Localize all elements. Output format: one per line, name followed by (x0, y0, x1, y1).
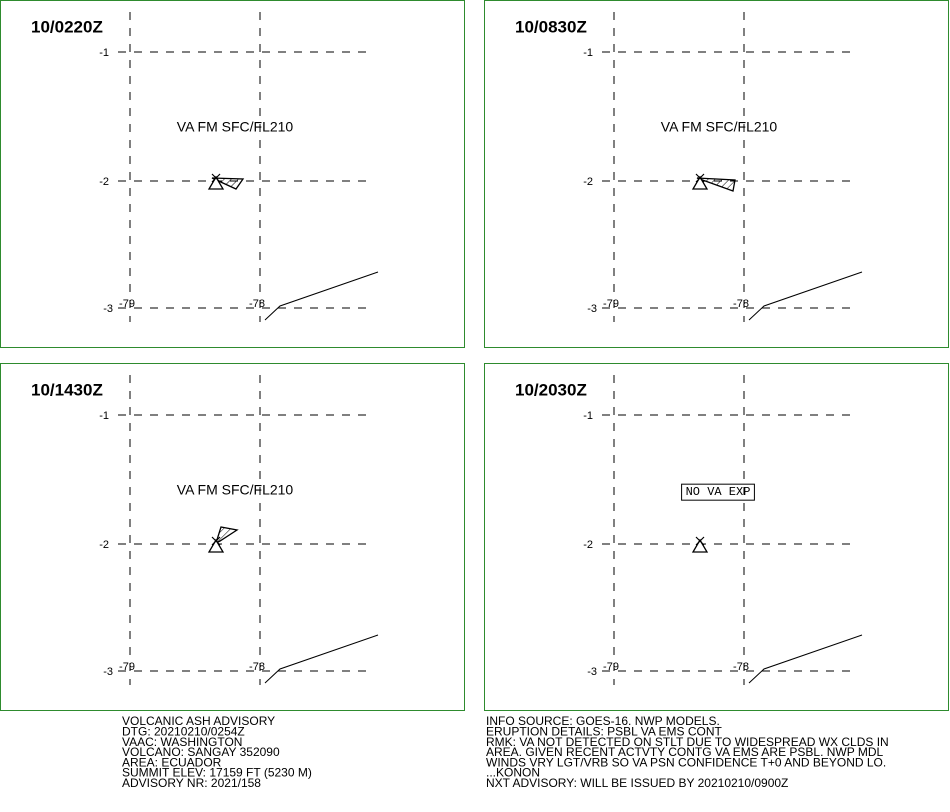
lat-label: -3 (587, 666, 597, 678)
panel-border (484, 363, 949, 711)
lat-label: -1 (99, 410, 109, 422)
advisory-line: RMK: VA NOT DETECTED ON STLT DUE TO WIDE… (486, 735, 889, 749)
panel-border (0, 0, 465, 348)
advisory-line: ...KONON (486, 766, 540, 780)
panel-time: 10/0220Z (31, 17, 103, 36)
advisory-line: AREA. GIVEN RECENT ACTVTY CONTG VA EMS A… (486, 745, 884, 759)
annotation: VA FM SFC/FL210 (177, 482, 294, 498)
advisory-line: VOLCANO: SANGAY 352090 (122, 745, 280, 759)
advisory-line: DTG: 20210210/0254Z (122, 724, 245, 738)
volcano-mark (211, 173, 221, 183)
panel: 10/1430Z -79 -78 -1 -2 -3 VA FM SFC/FL210 (0, 363, 465, 711)
lat-label: -1 (583, 47, 593, 59)
coastline (264, 271, 379, 321)
panel-time: 10/1430Z (31, 380, 103, 399)
lat-label: -2 (99, 539, 109, 551)
advisory-line: NXT ADVISORY: WILL BE ISSUED BY 20210210… (486, 776, 788, 790)
lon-label: -78 (249, 298, 265, 310)
lon-label: -78 (249, 661, 265, 673)
ash-area (211, 177, 245, 190)
lat-label: -3 (103, 666, 113, 678)
annotation: VA FM SFC/FL210 (661, 119, 778, 135)
lat-label: -3 (103, 303, 113, 315)
lon-label: -79 (119, 298, 135, 310)
volcano-mark (695, 536, 705, 546)
lon-label: -79 (603, 661, 619, 673)
lon-label: -79 (603, 298, 619, 310)
ash-area (214, 526, 239, 545)
advisory-line: VAAC: WASHINGTON (122, 735, 242, 749)
coastline (748, 271, 863, 321)
advisory-line: VOLCANIC ASH ADVISORY (122, 714, 275, 728)
panel-border (0, 363, 465, 711)
lat-label: -3 (587, 303, 597, 315)
lat-label: -1 (583, 410, 593, 422)
panel-time: 10/2030Z (515, 380, 587, 399)
lon-label: -78 (733, 298, 749, 310)
coastline (264, 634, 379, 684)
lat-label: -2 (583, 539, 593, 551)
coastline (748, 634, 863, 684)
volcano-mark (695, 173, 705, 183)
lat-label: -1 (99, 47, 109, 59)
volcano (207, 538, 225, 553)
advisory-line: AREA: ECUADOR (122, 755, 222, 769)
lon-label: -78 (733, 661, 749, 673)
panel: 10/0220Z -79 -78 -1 -2 -3 VA FM SFC/FL210 (0, 0, 465, 348)
annotation: VA FM SFC/FL210 (177, 119, 294, 135)
advisory-line: ADVISORY NR: 2021/158 (122, 776, 261, 790)
panel: 10/0830Z -79 -78 -1 -2 -3 VA FM SFC/FL210 (484, 0, 949, 348)
advisory-line: ERUPTION DETAILS: PSBL VA EMS CONT (486, 724, 722, 738)
advisory-line: INFO SOURCE: GOES-16. NWP MODELS. (486, 714, 720, 728)
ash-area (696, 177, 736, 192)
lon-label: -79 (119, 661, 135, 673)
annotation-box (681, 483, 755, 501)
panel-border (484, 0, 949, 348)
panel: 10/2030Z -79 -78 -1 -2 -3 NO VA EXP (484, 363, 949, 711)
volcano (691, 175, 709, 190)
advisory-line: SUMMIT ELEV: 17159 FT (5230 M) (122, 766, 312, 780)
volcano-mark (211, 536, 221, 546)
volcano (691, 538, 709, 553)
volcano (207, 175, 225, 190)
annotation: NO VA EXP (686, 485, 751, 499)
panel-time: 10/0830Z (515, 17, 587, 36)
lat-label: -2 (583, 176, 593, 188)
lat-label: -2 (99, 176, 109, 188)
advisory-line: WINDS VRY LGT/VRB SO VA PSN CONFIDENCE T… (486, 755, 886, 769)
